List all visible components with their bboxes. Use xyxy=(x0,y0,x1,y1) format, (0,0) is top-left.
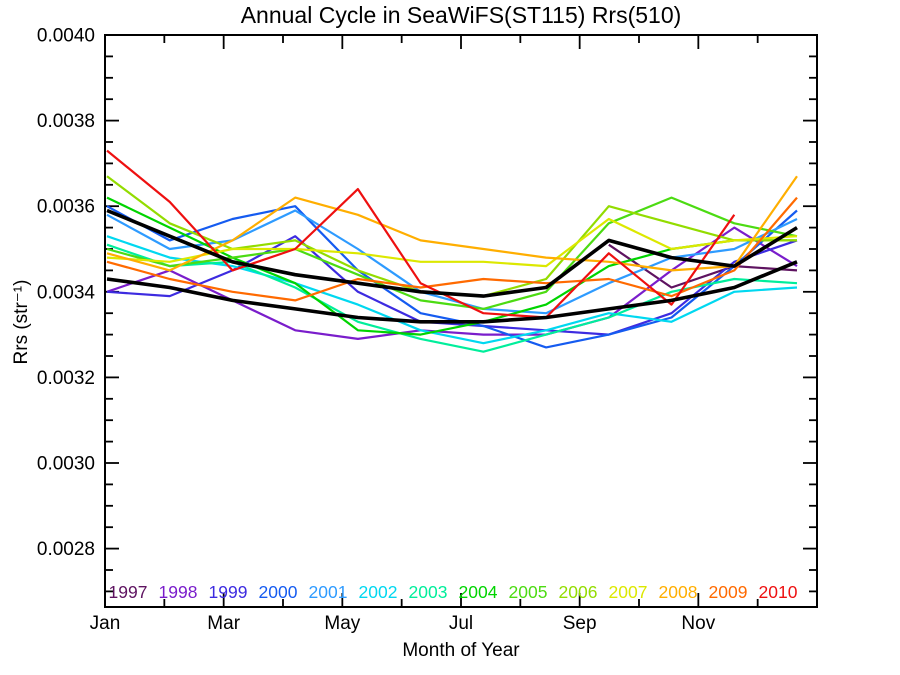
y-axis-title: Rrs (str⁻¹) xyxy=(11,279,32,365)
legend-year-2002: 2002 xyxy=(359,582,398,602)
series-line-2001 xyxy=(106,209,798,315)
legend-year-2010: 2010 xyxy=(759,582,798,602)
series-line-2006 xyxy=(106,175,797,298)
series-line-1999 xyxy=(106,235,798,336)
x-axis-title: Month of Year xyxy=(402,640,520,661)
legend-year-1998: 1998 xyxy=(159,582,198,602)
y-tick-label: 0.0028 xyxy=(37,539,95,560)
legend-year-2004: 2004 xyxy=(459,582,498,602)
series-line-multi-year-mean-upper- xyxy=(106,208,798,298)
series-line-multi-year-mean-lower- xyxy=(106,260,798,324)
x-tick-label: Jul xyxy=(449,613,473,634)
y-tick-label: 0.0030 xyxy=(37,454,95,475)
series-line-2008 xyxy=(106,175,798,272)
legend-year-2009: 2009 xyxy=(709,582,748,602)
legend-year-1997: 1997 xyxy=(109,582,148,602)
series-line-2010 xyxy=(106,149,736,319)
legend-year-2005: 2005 xyxy=(509,582,548,602)
legend-year-2007: 2007 xyxy=(609,582,648,602)
y-tick-label: 0.0034 xyxy=(37,282,96,303)
series-line-2009 xyxy=(106,196,798,302)
legend-year-2008: 2008 xyxy=(659,582,698,602)
y-tick-label: 0.0032 xyxy=(37,368,95,389)
series-line-2004 xyxy=(106,196,797,336)
x-tick-label: Sep xyxy=(563,613,597,634)
x-tick-label: Mar xyxy=(207,613,240,634)
y-tick-label: 0.0038 xyxy=(37,111,95,132)
y-tick-label: 0.0040 xyxy=(37,26,95,47)
legend-year-2003: 2003 xyxy=(409,582,448,602)
legend-year-2001: 2001 xyxy=(309,582,348,602)
series-line-2007 xyxy=(106,217,798,268)
series-line-2000 xyxy=(106,205,798,349)
series-line-1998 xyxy=(106,226,798,340)
x-tick-label: Nov xyxy=(681,613,715,634)
legend-year-1999: 1999 xyxy=(209,582,248,602)
plot-frame xyxy=(104,34,818,608)
y-tick-label: 0.0036 xyxy=(37,197,95,218)
series-line-2002 xyxy=(106,235,798,345)
legend-year-2006: 2006 xyxy=(559,582,598,602)
x-tick-label: Jan xyxy=(90,613,121,634)
chart-title: Annual Cycle in SeaWiFS(ST115) Rrs(510) xyxy=(240,2,682,28)
legend-year-2000: 2000 xyxy=(259,582,298,602)
x-tick-label: May xyxy=(324,613,360,634)
